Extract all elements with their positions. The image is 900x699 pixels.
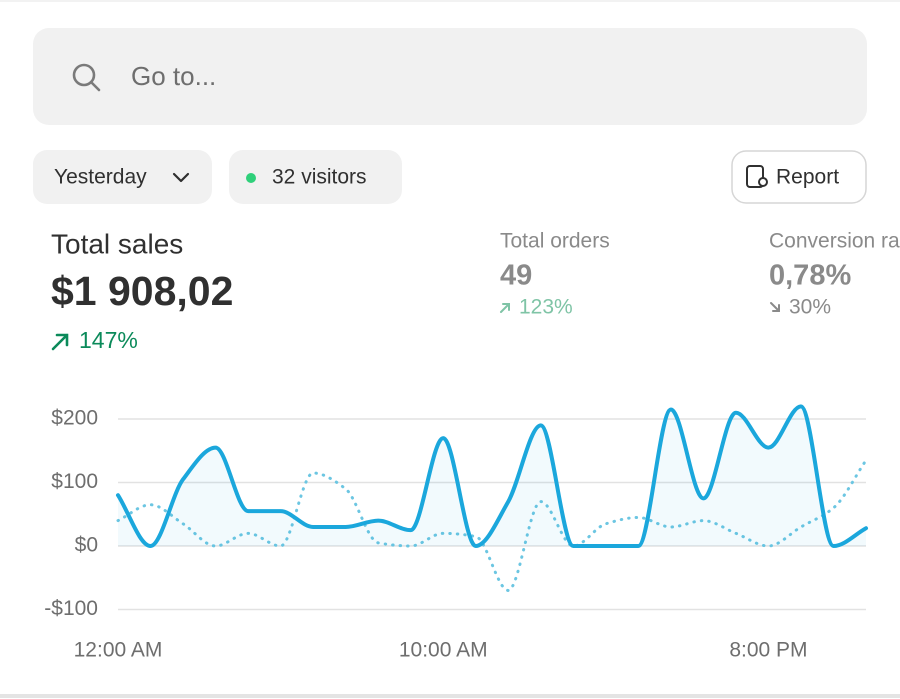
search-placeholder: Go to... [131,61,216,91]
chevron [172,172,190,183]
report-label: Report [776,166,839,189]
report-icon-lens [758,177,768,187]
date-filter[interactable]: Yesterday [33,150,212,204]
sales-line [116,404,868,549]
metric-conversion[interactable]: Conversion rate 0,78% 30% [769,230,900,319]
visitors-chip[interactable]: 32 visitors [229,150,402,204]
report-frame[interactable] [731,150,867,204]
x-tick-label: 10:00 AM [399,639,488,662]
metric-total-orders[interactable]: Total orders 49 123% [500,230,610,319]
up-arrow [51,333,69,351]
visitors-label: 32 visitors [272,166,367,189]
x-tick-label: 8:00 PM [729,639,807,662]
y-tick-label: $0 [75,534,98,557]
y-tick-label: -$100 [44,597,98,620]
comparison-line [116,458,868,592]
search-icon [72,63,96,87]
metric-value: $1 908,02 [51,268,233,314]
metric-value: 0,78% [769,260,851,292]
metric-label: Total orders [500,230,610,253]
metric-change: 147% [79,327,138,353]
report-button[interactable]: Report [731,150,867,204]
y-tick-label: $100 [51,470,98,493]
report-icon [746,165,764,188]
metric-total-sales[interactable]: Total sales $1 908,02 147% [51,228,233,353]
search-icon-handle [89,80,101,92]
down-arrow [770,302,780,312]
area-fill [118,406,866,547]
metric-label: Conversion rate [769,230,900,253]
search-bar[interactable]: Go to... [33,28,867,125]
metric-value: 49 [500,260,532,292]
visitors-button[interactable] [229,150,402,204]
metric-change: 123% [519,296,573,319]
up-arrow [500,303,510,313]
date-button[interactable] [33,150,212,204]
x-tick-label: 12:00 AM [74,639,163,662]
metric-change: 30% [789,296,831,319]
date-label: Yesterday [54,166,147,189]
search-field[interactable] [33,28,867,125]
live-dot [246,173,256,183]
y-tick-label: $200 [51,407,98,430]
sales-chart: -$100 $0 $100 $200 12:00 AM 10:00 AM 8:00 PM [44,404,868,662]
metric-label: Total sales [51,228,183,259]
